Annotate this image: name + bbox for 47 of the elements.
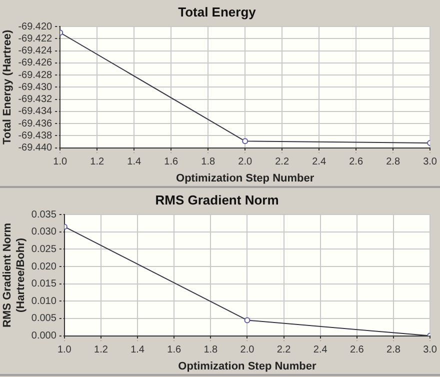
x-tick-label: 2.4 bbox=[312, 156, 326, 168]
x-tick-label: 1.6 bbox=[167, 344, 182, 356]
x-tick-label: 1.0 bbox=[57, 344, 72, 356]
y-tick-label: 0.025 bbox=[31, 244, 57, 255]
y-tick-label: -69.420 bbox=[18, 21, 53, 32]
x-tick-label: 1.8 bbox=[204, 344, 218, 356]
x-tick-label: 2.6 bbox=[349, 156, 364, 168]
x-tick-label: 2.6 bbox=[350, 344, 364, 356]
y-tick-label: -69.422 bbox=[18, 33, 53, 44]
x-tick-label: 2.8 bbox=[386, 344, 401, 356]
y-tick-label: -69.434 bbox=[18, 106, 53, 118]
x-tick-label: 2.2 bbox=[275, 156, 290, 168]
y-tick-label: 0.010 bbox=[31, 296, 57, 307]
x-axis-title: Optimization Step Number bbox=[176, 172, 315, 184]
y-axis-title: Total Energy (Hartree) bbox=[2, 30, 14, 145]
x-tick-label: 2.0 bbox=[238, 156, 252, 168]
x-tick-label: 1.6 bbox=[164, 156, 178, 168]
x-tick-label: 1.2 bbox=[90, 156, 104, 168]
x-tick-label: 1.0 bbox=[53, 156, 68, 168]
y-tick-label: -69.430 bbox=[18, 82, 53, 93]
y-tick-label: 0.015 bbox=[31, 278, 57, 290]
x-tick-label: 2.2 bbox=[276, 344, 292, 356]
x-axis-title: Optimization Step Number bbox=[178, 360, 318, 372]
y-tick-label: -69.432 bbox=[18, 94, 53, 106]
y-axis-title: RMS Gradient Norm (Hartree/Bohr) bbox=[2, 222, 27, 328]
chart-title: Total Energy bbox=[178, 4, 257, 20]
y-tick-label: 0.030 bbox=[31, 226, 57, 238]
x-tick-label: 1.2 bbox=[94, 344, 108, 356]
y-tick-label: 0.005 bbox=[31, 313, 57, 324]
chart-title: RMS Gradient Norm bbox=[155, 192, 279, 208]
y-tick-label: -69.440 bbox=[18, 142, 53, 154]
y-tick-label: 0.035 bbox=[31, 209, 57, 220]
y-tick-label: -69.436 bbox=[18, 118, 53, 130]
y-tick-label: -69.428 bbox=[18, 70, 53, 81]
y-tick-label: -69.424 bbox=[18, 46, 53, 57]
x-tick-label: 2.4 bbox=[313, 344, 328, 356]
x-tick-label: 1.4 bbox=[130, 344, 145, 356]
x-tick-label: 3.0 bbox=[423, 156, 438, 168]
x-tick-label: 3.0 bbox=[423, 344, 438, 356]
y-tick-label: -69.438 bbox=[18, 130, 53, 142]
y-tick-label: -69.426 bbox=[18, 58, 53, 69]
x-tick-label: 1.4 bbox=[127, 156, 142, 168]
y-tick-label: 0.020 bbox=[31, 261, 57, 272]
x-tick-label: 1.8 bbox=[201, 156, 216, 168]
x-tick-label: 2.0 bbox=[240, 344, 255, 356]
x-tick-label: 2.8 bbox=[386, 156, 400, 168]
y-tick-label: 0.000 bbox=[31, 330, 57, 342]
